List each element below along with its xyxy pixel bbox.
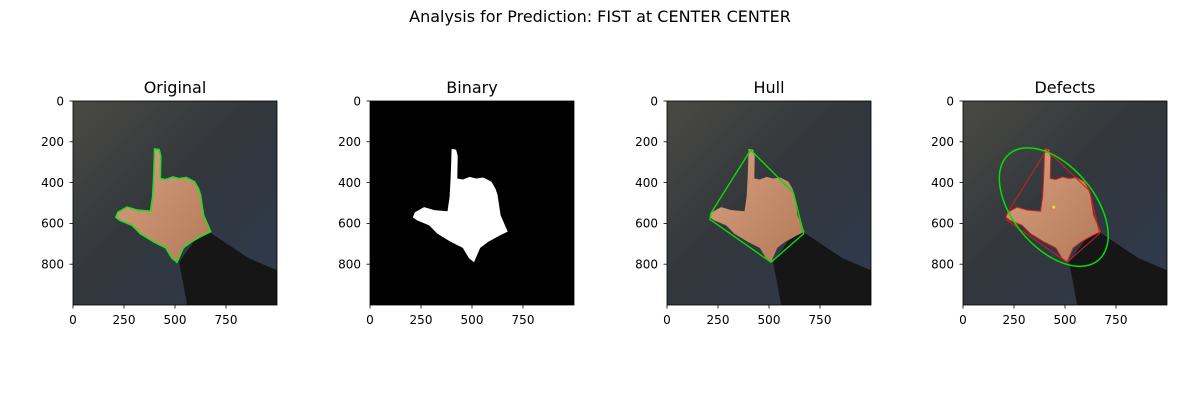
x-tick-label: 750 xyxy=(215,313,238,327)
y-tick-label: 600 xyxy=(338,217,361,231)
defect-line xyxy=(1005,149,1048,216)
y-tick-label: 400 xyxy=(931,176,954,190)
defect-line xyxy=(1066,233,1101,263)
y-tick-label: 200 xyxy=(41,135,64,149)
y-tick-label: 400 xyxy=(338,176,361,190)
sleeve xyxy=(179,231,277,305)
y-tick-label: 600 xyxy=(41,217,64,231)
y-tick-label: 0 xyxy=(56,94,64,108)
figure-title: Analysis for Prediction: FIST at CENTER … xyxy=(409,7,791,26)
y-tick-label: 0 xyxy=(650,94,658,108)
defect-line xyxy=(1088,190,1101,234)
hand-mask xyxy=(412,148,508,263)
sleeve xyxy=(773,231,871,305)
y-tick-label: 0 xyxy=(353,94,361,108)
y-tick-label: 400 xyxy=(635,176,658,190)
fitted-ellipse xyxy=(998,147,1109,268)
x-tick-label: 250 xyxy=(1003,313,1026,327)
x-tick-label: 500 xyxy=(1054,313,1077,327)
y-tick-label: 600 xyxy=(635,217,658,231)
sleeve xyxy=(1069,231,1167,305)
x-tick-label: 500 xyxy=(461,313,484,327)
y-tick-label: 200 xyxy=(931,135,954,149)
hand-photo xyxy=(1005,148,1101,263)
x-tick-label: 0 xyxy=(69,313,77,327)
x-tick-label: 750 xyxy=(809,313,832,327)
centroid-point xyxy=(1052,205,1056,209)
y-tick-label: 0 xyxy=(946,94,954,108)
x-tick-label: 250 xyxy=(113,313,136,327)
panel-title: Hull xyxy=(753,78,784,97)
y-tick-label: 200 xyxy=(635,135,658,149)
y-tick-label: 600 xyxy=(931,217,954,231)
panel-title: Binary xyxy=(446,78,497,97)
convex-hull xyxy=(709,148,805,264)
x-tick-label: 750 xyxy=(512,313,535,327)
x-tick-label: 0 xyxy=(959,313,967,327)
y-tick-label: 200 xyxy=(338,135,361,149)
hand-contour xyxy=(114,147,212,264)
y-tick-label: 800 xyxy=(635,258,658,272)
x-tick-label: 0 xyxy=(663,313,671,327)
hand-photo xyxy=(115,148,211,263)
x-tick-label: 500 xyxy=(758,313,781,327)
hand-photo xyxy=(709,148,805,263)
x-tick-label: 250 xyxy=(707,313,730,327)
defect-line xyxy=(1005,218,1068,263)
panel-defects: Defects 0 250 500 750 0 200 400 600 800 xyxy=(931,78,1168,327)
x-tick-label: 0 xyxy=(366,313,374,327)
x-tick-label: 500 xyxy=(164,313,187,327)
panel-hull: Hull 0 250 500 750 0 200 400 600 800 xyxy=(635,78,872,327)
x-tick-label: 250 xyxy=(410,313,433,327)
x-tick-label: 750 xyxy=(1105,313,1128,327)
y-tick-label: 800 xyxy=(931,258,954,272)
panel-original: Original 0 250 500 750 0 200 400 600 800 xyxy=(41,78,278,327)
panel-title: Defects xyxy=(1034,78,1095,97)
y-tick-label: 400 xyxy=(41,176,64,190)
hand-contour xyxy=(1005,148,1102,264)
y-tick-label: 800 xyxy=(41,258,64,272)
panel-binary: Binary 0 250 500 750 0 200 400 600 800 xyxy=(338,78,575,327)
panel-title: Original xyxy=(144,78,207,97)
y-tick-label: 800 xyxy=(338,258,361,272)
defect-line xyxy=(1046,149,1090,192)
